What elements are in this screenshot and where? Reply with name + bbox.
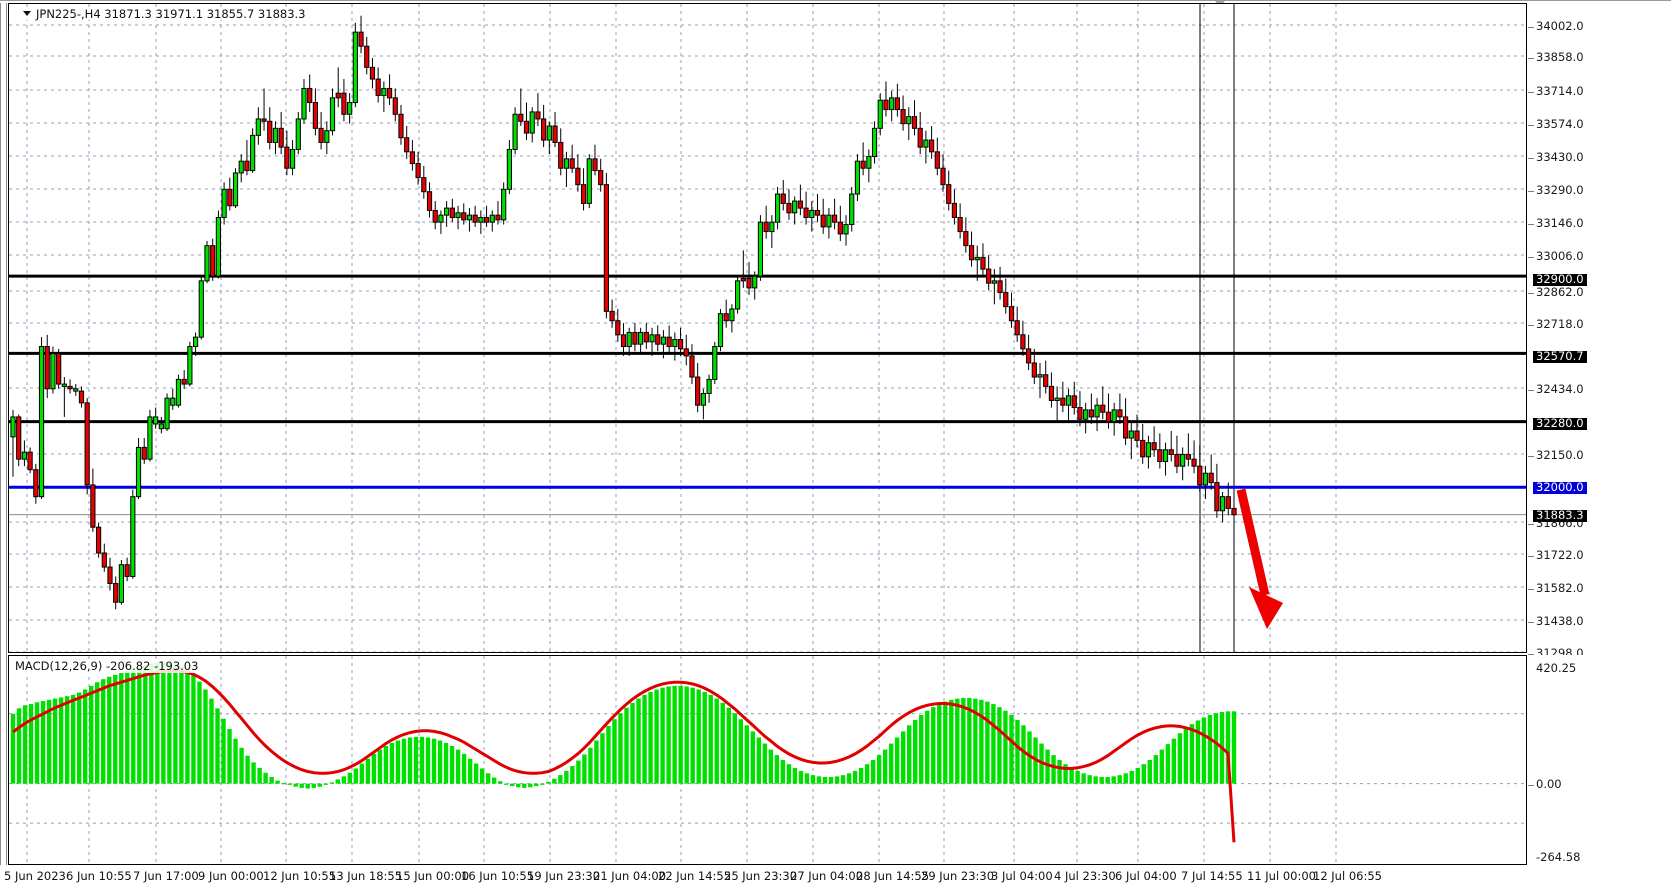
price-axis-label: 31582.0 <box>1536 581 1584 595</box>
price-axis-label: 31722.0 <box>1536 548 1584 562</box>
price-axis-tick <box>1528 27 1534 28</box>
price-axis-tick <box>1528 158 1534 159</box>
price-axis-tick <box>1528 92 1534 93</box>
price-axis-label: 32280.0 <box>1533 417 1587 430</box>
window-top-border <box>0 0 1671 3</box>
price-axis-label: 33858.0 <box>1536 50 1584 64</box>
time-axis-label: 6 Jun 10:55 <box>66 869 132 883</box>
price-axis[interactable]: 34002.0 33858.0 33714.0 33574.0 33430.0 33290… <box>1528 3 1671 659</box>
price-axis-tick <box>1528 257 1534 258</box>
price-axis-tick <box>1528 224 1534 225</box>
caret-down-icon[interactable] <box>23 11 31 16</box>
price-axis-label: 32570.7 <box>1533 350 1587 363</box>
price-chart-pane[interactable]: JPN225-,H4 31871.3 31971.1 31855.7 31883… <box>8 3 1527 653</box>
time-axis-label: 21 Jun 04:00 <box>593 869 667 883</box>
price-plot <box>9 4 1526 652</box>
price-axis-tick <box>1528 58 1534 59</box>
price-axis-tick <box>1528 654 1534 655</box>
time-axis-label: 5 Jun 2023 <box>4 869 66 883</box>
time-axis-label: 9 Jun 00:00 <box>198 869 264 883</box>
macd-axis[interactable]: 420.25 0.00 -264.58 <box>1528 655 1671 865</box>
left-rail <box>0 3 7 865</box>
price-axis-tick <box>1528 556 1534 557</box>
time-axis-label: 6 Jul 04:00 <box>1115 869 1177 883</box>
price-axis-label: 34002.0 <box>1536 19 1584 33</box>
time-axis[interactable]: 5 Jun 2023 6 Jun 10:55 7 Jun 17:00 9 Jun 00… <box>0 866 1671 889</box>
price-axis-tick <box>1528 191 1534 192</box>
price-axis-label: 31883.3 <box>1533 509 1587 522</box>
time-axis-label: 28 Jun 14:55 <box>856 869 930 883</box>
price-axis-label: 32900.0 <box>1533 273 1587 286</box>
time-axis-label: 11 Jul 00:00 <box>1247 869 1316 883</box>
time-axis-label: 16 Jun 10:55 <box>461 869 535 883</box>
price-axis-tick <box>1528 293 1534 294</box>
macd-plot <box>9 656 1526 864</box>
time-axis-label: 15 Jun 00:00 <box>396 869 470 883</box>
time-axis-label: 7 Jun 17:00 <box>133 869 199 883</box>
price-axis-label: 33006.0 <box>1536 249 1584 263</box>
price-axis-label: 33574.0 <box>1536 117 1584 131</box>
price-axis-label: 32000.0 <box>1533 481 1587 494</box>
price-axis-tick <box>1528 589 1534 590</box>
symbol-ohlc-text: JPN225-,H4 31871.3 31971.1 31855.7 31883… <box>36 6 306 21</box>
macd-indicator-pane[interactable]: MACD(12,26,9) -206.82 -193.03 <box>8 655 1527 865</box>
price-axis-label: 33290.0 <box>1536 183 1584 197</box>
price-axis-label: 33714.0 <box>1536 84 1584 98</box>
time-axis-label: 4 Jul 23:30 <box>1054 869 1116 883</box>
price-axis-tick <box>1528 125 1534 126</box>
time-axis-label: 12 Jun 10:55 <box>263 869 337 883</box>
macd-axis-tick <box>1528 785 1534 786</box>
time-axis-label: 19 Jun 23:30 <box>527 869 601 883</box>
time-axis-label: 22 Jun 14:55 <box>658 869 732 883</box>
time-axis-label: 27 Jun 04:00 <box>790 869 864 883</box>
time-axis-label: 3 Jul 04:00 <box>991 869 1053 883</box>
symbol-header[interactable]: JPN225-,H4 31871.3 31971.1 31855.7 31883… <box>21 6 308 21</box>
macd-header: MACD(12,26,9) -206.82 -193.03 <box>13 659 201 673</box>
time-axis-label: 12 Jul 06:55 <box>1313 869 1382 883</box>
price-axis-tick <box>1528 325 1534 326</box>
price-axis-tick <box>1528 524 1534 525</box>
price-axis-label: 32150.0 <box>1536 448 1584 462</box>
time-axis-label: 7 Jul 14:55 <box>1181 869 1243 883</box>
time-axis-label: 13 Jun 18:55 <box>329 869 403 883</box>
price-axis-label: 33430.0 <box>1536 150 1584 164</box>
time-axis-label: 25 Jun 23:30 <box>724 869 798 883</box>
price-axis-tick <box>1528 622 1534 623</box>
price-axis-tick <box>1528 390 1534 391</box>
down-arrow-annotation <box>1236 488 1283 630</box>
time-axis-label: 29 Jun 23:30 <box>921 869 995 883</box>
price-axis-label: 33146.0 <box>1536 216 1584 230</box>
price-axis-label: 31866.0 <box>1536 516 1584 530</box>
price-axis-label: 32718.0 <box>1536 317 1584 331</box>
price-axis-label: 32862.0 <box>1536 285 1584 299</box>
macd-axis-label: 420.25 <box>1536 661 1577 675</box>
macd-axis-label: 0.00 <box>1536 777 1562 791</box>
price-axis-label: 31438.0 <box>1536 614 1584 628</box>
price-axis-tick <box>1528 456 1534 457</box>
price-axis-label: 32434.0 <box>1536 382 1584 396</box>
price-axis-label: 31298.0 <box>1536 646 1584 660</box>
macd-axis-label: -264.58 <box>1536 850 1581 864</box>
